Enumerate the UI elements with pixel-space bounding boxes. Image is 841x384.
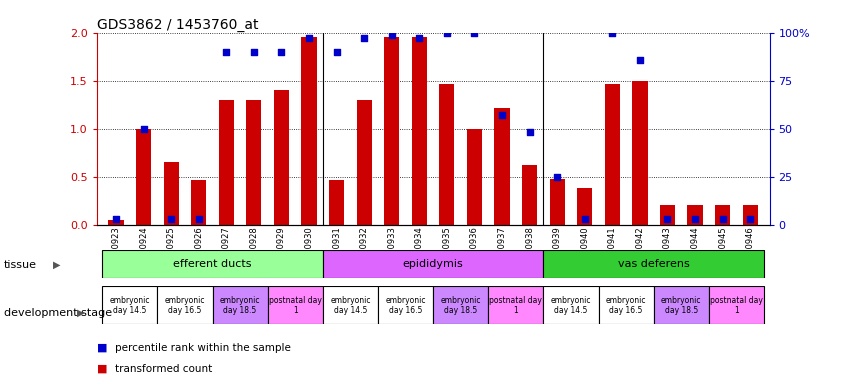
Text: ■: ■ [97,364,107,374]
Text: percentile rank within the sample: percentile rank within the sample [115,343,291,353]
Text: postnatal day
1: postnatal day 1 [269,296,322,315]
Point [357,35,371,41]
Bar [489,286,543,324]
Text: embryonic
day 14.5: embryonic day 14.5 [551,296,591,315]
Point [165,216,178,222]
Bar [136,129,151,225]
Bar [108,220,124,225]
Text: embryonic
day 18.5: embryonic day 18.5 [441,296,481,315]
Bar [191,180,206,225]
Point [440,30,453,36]
Bar [653,286,709,324]
Bar [632,81,648,225]
Bar [522,165,537,225]
Point [551,174,564,180]
Bar [605,84,620,225]
Bar [213,286,267,324]
Point [192,216,205,222]
Bar [267,286,323,324]
Bar [709,286,764,324]
Point [688,216,701,222]
Point [413,35,426,41]
Bar [301,38,316,225]
Text: embryonic
day 16.5: embryonic day 16.5 [385,296,426,315]
Bar [543,286,599,324]
Text: embryonic
day 14.5: embryonic day 14.5 [109,296,150,315]
Bar [329,180,344,225]
Bar [550,179,565,225]
Point [330,49,343,55]
Point [716,216,729,222]
Point [633,56,647,63]
Text: postnatal day
1: postnatal day 1 [489,296,542,315]
Point [606,30,619,36]
Text: vas deferens: vas deferens [618,259,690,269]
Bar [323,250,543,278]
Text: transformed count: transformed count [115,364,213,374]
Text: embryonic
day 18.5: embryonic day 18.5 [661,296,701,315]
Bar [495,108,510,225]
Text: ▶: ▶ [77,308,85,318]
Bar [246,100,262,225]
Point [275,49,288,55]
Bar [103,250,323,278]
Bar [577,188,592,225]
Text: epididymis: epididymis [403,259,463,269]
Bar [660,205,675,225]
Text: embryonic
day 16.5: embryonic day 16.5 [165,296,205,315]
Bar [467,129,482,225]
Bar [439,84,454,225]
Bar [715,205,730,225]
Bar [219,100,234,225]
Text: GDS3862 / 1453760_at: GDS3862 / 1453760_at [97,18,258,31]
Point [743,216,757,222]
Bar [743,205,758,225]
Bar [599,286,653,324]
Bar [323,286,378,324]
Text: embryonic
day 18.5: embryonic day 18.5 [220,296,261,315]
Point [523,129,537,136]
Text: development stage: development stage [4,308,113,318]
Bar [103,286,157,324]
Point [495,112,509,118]
Bar [687,205,702,225]
Bar [164,162,179,225]
Point [385,31,399,38]
Bar [378,286,433,324]
Point [109,216,123,222]
Bar [357,100,372,225]
Text: ■: ■ [97,343,107,353]
Point [468,30,481,36]
Bar [384,38,399,225]
Point [247,49,261,55]
Text: embryonic
day 14.5: embryonic day 14.5 [331,296,371,315]
Point [302,35,315,41]
Text: efferent ducts: efferent ducts [173,259,251,269]
Bar [274,90,289,225]
Point [661,216,674,222]
Bar [412,38,427,225]
Point [578,216,591,222]
Text: ▶: ▶ [53,260,61,270]
Point [220,49,233,55]
Text: postnatal day
1: postnatal day 1 [710,296,763,315]
Bar [543,250,764,278]
Text: embryonic
day 16.5: embryonic day 16.5 [606,296,647,315]
Text: tissue: tissue [4,260,37,270]
Bar [433,286,489,324]
Bar [157,286,213,324]
Point [137,126,151,132]
